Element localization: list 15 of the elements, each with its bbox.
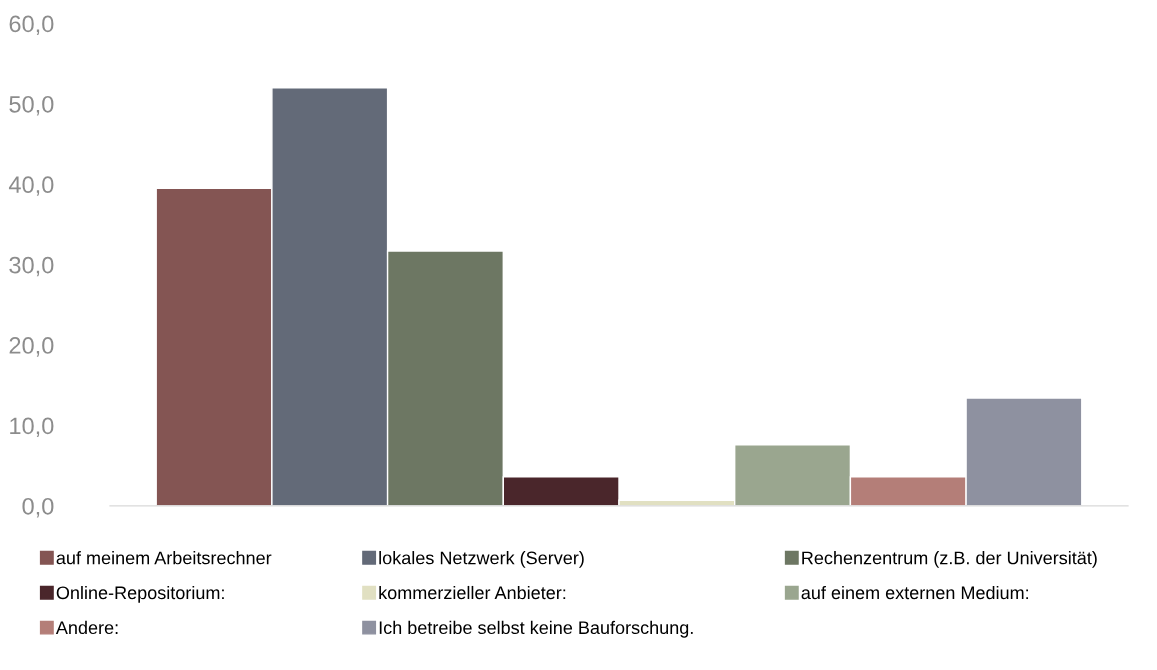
legend-label: Rechenzentrum (z.B. der Universität) xyxy=(802,551,1097,568)
y-tick-label: 60,0 xyxy=(9,15,54,36)
legend-label: Online-Repositorium: xyxy=(56,585,224,603)
y-tick-label: 20,0 xyxy=(9,337,54,357)
legend-label: lokales Netzwerk (Server) xyxy=(379,551,584,568)
y-tick-label: 30,0 xyxy=(9,256,54,277)
legend-label: Andere: xyxy=(55,620,118,635)
y-tick-label: 40,0 xyxy=(8,176,54,196)
y-tick-label: 50,0 xyxy=(9,95,54,116)
legend-label: auf einem externen Medium: xyxy=(801,585,1028,600)
legend-label: Ich betreibe selbst keine Bauforschung. xyxy=(379,620,693,638)
y-tick-label: 0,0 xyxy=(22,497,54,518)
legend-label: kommerzieller Anbieter: xyxy=(379,585,566,600)
legend-label: auf meinem Arbeitsrechner xyxy=(56,551,272,565)
y-tick-label: 10,0 xyxy=(10,417,54,438)
